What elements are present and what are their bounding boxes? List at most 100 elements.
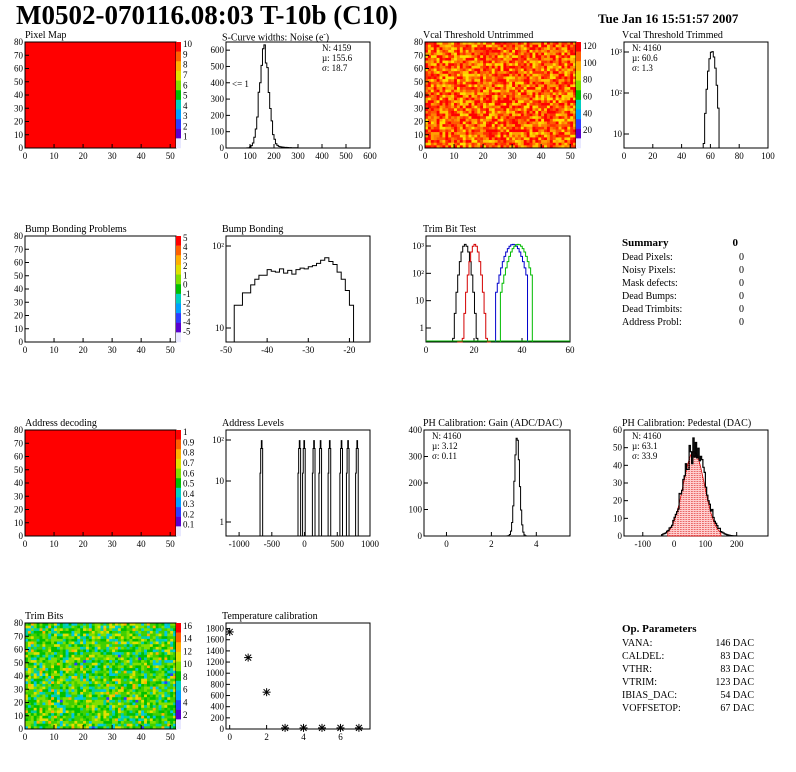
trim_bits-cell xyxy=(173,694,177,698)
vcal_untrimmed-cell xyxy=(454,140,458,143)
y-tick-label: 0 xyxy=(19,143,24,153)
vcal_untrimmed-cell xyxy=(439,65,443,69)
vcal_untrimmed-cell xyxy=(465,44,469,48)
trim_bits-cell xyxy=(170,707,174,711)
trim_bits-cell xyxy=(103,694,107,698)
vcal_untrimmed-cell xyxy=(485,44,490,48)
vcal_untrimmed-cell xyxy=(526,87,530,90)
vcal_untrimmed-cell xyxy=(451,71,455,75)
vcal_untrimmed-cell xyxy=(474,92,478,96)
trim_bits-cell xyxy=(123,721,127,724)
vcal_untrimmed-cell xyxy=(564,55,568,59)
vcal_untrimmed-cell xyxy=(509,49,513,53)
vcal_untrimmed-cell xyxy=(532,95,536,98)
trim_bits-cell xyxy=(59,623,64,626)
vcal_untrimmed-cell xyxy=(451,42,455,45)
vcal_untrimmed-cell xyxy=(456,57,461,61)
trim_bits-cell xyxy=(106,707,110,711)
vcal_untrimmed-cell xyxy=(459,71,464,75)
trim_bits-cell xyxy=(27,676,32,679)
y-tick-label: 10³ xyxy=(412,241,424,251)
trim_bits-cell xyxy=(138,649,142,653)
vcal_untrimmed-cell xyxy=(468,129,472,133)
trim_bits-cell xyxy=(94,699,98,703)
vcal_untrimmed-cell xyxy=(497,89,501,93)
trim_bits-cell xyxy=(74,705,78,709)
vcal_untrimmed-cell xyxy=(448,81,452,85)
trim_bits-cell xyxy=(167,697,171,701)
vcal_untrimmed-cell xyxy=(561,60,565,64)
vcal_untrimmed-cell xyxy=(538,49,542,53)
trim_bits-cell xyxy=(112,654,116,658)
trim_bits-cell xyxy=(54,670,58,674)
trim_bits-cell xyxy=(83,697,87,701)
trim_bits-cell xyxy=(120,662,125,666)
trim_bits-cell xyxy=(164,721,168,724)
trim_bits-cell xyxy=(141,646,145,650)
trim_bits-cell xyxy=(80,705,84,709)
vcal_untrimmed-cell xyxy=(500,47,504,51)
trim_bits-cell xyxy=(115,630,119,634)
vcal_untrimmed-cell xyxy=(529,92,533,96)
vcal_untrimmed-cell xyxy=(451,97,455,101)
trim_bits-cell xyxy=(138,681,142,685)
vcal_untrimmed-cell xyxy=(538,126,542,130)
trim_bits-cell xyxy=(36,665,40,669)
vcal_untrimmed-cell xyxy=(433,63,437,67)
trim_bits-cell xyxy=(97,660,101,664)
vcal_untrimmed-cell xyxy=(503,118,507,122)
vcal_untrimmed-cell xyxy=(535,102,539,106)
trim_bits-cell xyxy=(51,649,55,653)
trim_bits-cell xyxy=(45,713,49,717)
trim_bits-cell xyxy=(62,673,66,677)
trim_bits-cell xyxy=(59,713,64,717)
trim_bits-cell xyxy=(30,649,35,653)
vcal_untrimmed-cell xyxy=(471,84,475,88)
trim_bits-cell xyxy=(51,644,55,648)
trim_bits-cell xyxy=(83,705,87,709)
vcal_untrimmed-cell xyxy=(532,87,536,90)
vcal_untrimmed-cell xyxy=(541,105,545,109)
trim_bits-cell xyxy=(88,652,93,656)
trim_bits-cell xyxy=(164,710,168,714)
vcal_untrimmed-cell xyxy=(517,102,522,106)
vcal_untrimmed-cell xyxy=(520,105,525,109)
trim_bits-cell xyxy=(74,721,78,724)
vcal_untrimmed-cell xyxy=(558,102,562,106)
vcal_untrimmed-cell xyxy=(439,134,443,138)
trim_bits-cell xyxy=(112,657,116,661)
trim_bits-cell xyxy=(103,654,107,658)
trim_bits-cell xyxy=(91,715,95,719)
trim_bits-cell xyxy=(30,713,35,717)
trim_bits-cell xyxy=(123,707,127,711)
vcal_untrimmed-cell xyxy=(433,60,437,64)
vcal_untrimmed-cell xyxy=(546,124,551,128)
trim_bits-cell xyxy=(25,713,29,717)
vcal_untrimmed-cell xyxy=(483,145,487,149)
vcal_untrimmed-cell xyxy=(512,134,516,138)
trim_bits-cell xyxy=(74,713,78,717)
vcal_untrimmed-cell xyxy=(425,42,429,45)
vcal_untrimmed-cell xyxy=(520,108,525,112)
vcal_untrimmed-cell xyxy=(541,81,545,85)
vcal_untrimmed-cell xyxy=(506,140,510,143)
vcal_untrimmed-cell xyxy=(456,55,461,59)
bump-problems-chart: 0 10 20 30 40 5001020304050607080-5-4-3-2-101… xyxy=(14,231,191,355)
trim_bits-cell xyxy=(161,726,165,730)
trim_bits-cell xyxy=(158,625,162,629)
vcal_untrimmed-cell xyxy=(425,134,429,138)
trim_bits-cell xyxy=(149,662,154,666)
trim_bits-cell xyxy=(30,726,35,730)
vcal_untrimmed-cell xyxy=(454,108,458,112)
trim_bits-cell xyxy=(103,683,107,687)
trim_bits-cell xyxy=(91,678,95,682)
vcal_untrimmed-cell xyxy=(515,110,519,114)
trim_bits-cell xyxy=(173,707,177,711)
trim_bits-cell xyxy=(68,689,72,693)
trim_bits-cell xyxy=(103,718,107,722)
vcal_untrimmed-cell xyxy=(456,134,461,138)
vcal_untrimmed-cell xyxy=(549,105,554,109)
vcal_untrimmed-cell xyxy=(436,79,440,83)
trim_bits-cell xyxy=(138,715,142,719)
trim_bits-cell xyxy=(146,670,151,674)
